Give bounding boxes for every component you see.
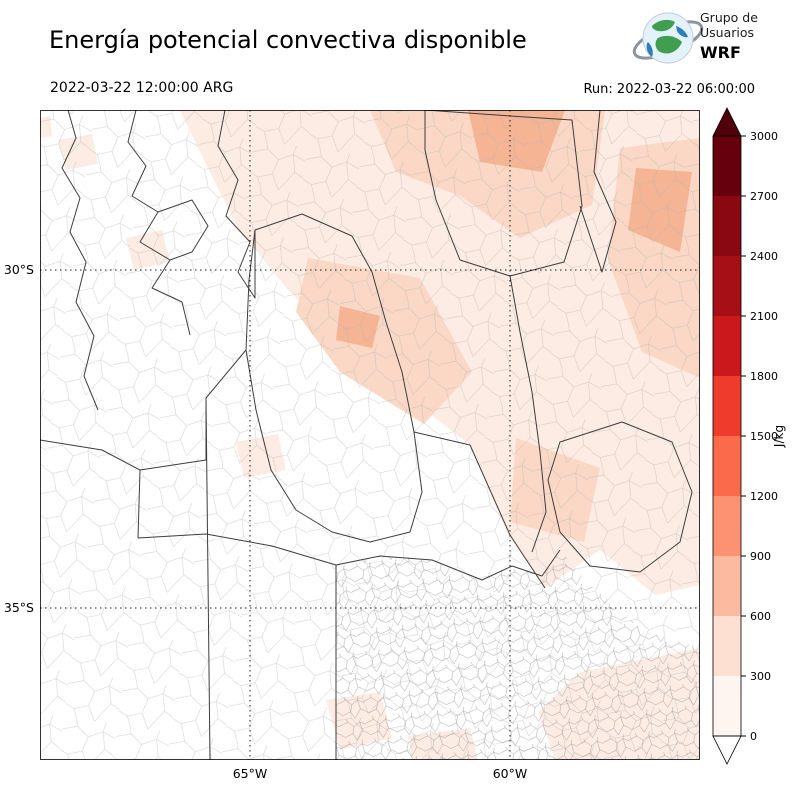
page-title: Energía potencial convectiva disponible: [49, 26, 527, 54]
colorbar-seg-6: [713, 316, 741, 376]
colorbar-tick-labels: 0 300 600 900 1200 1500 1800 2100 2400 2…: [750, 130, 778, 743]
colorbar-tick-label: 2100: [750, 310, 778, 323]
colorbar-tick-label: 600: [750, 610, 771, 623]
colorbar-seg-0: [713, 676, 741, 736]
colorbar-tick-label: 1800: [750, 370, 778, 383]
colorbar-seg-2: [713, 556, 741, 616]
colorbar-under-arrow: [712, 735, 742, 765]
colorbar-over-arrow: [712, 107, 742, 137]
colorbar-ticks: [741, 135, 746, 737]
colorbar-seg-9: [713, 136, 741, 196]
colorbar-tick-label: 0: [750, 730, 757, 743]
gridlines-layer: [40, 110, 700, 760]
colorbar-seg-7: [713, 256, 741, 316]
colorbar-tick-label: 300: [750, 670, 771, 683]
map-area: [40, 110, 700, 760]
model-run-label: Run: 2022-03-22 06:00:00: [583, 82, 755, 97]
colorbar-seg-4: [713, 436, 741, 496]
valid-time-label: 2022-03-22 12:00:00 ARG: [50, 80, 234, 96]
logo-text-line2: Usuarios: [700, 25, 754, 40]
colorbar-seg-5: [713, 376, 741, 436]
colorbar-svg: 0 300 600 900 1200 1500 1800 2100 2400 2…: [712, 107, 786, 765]
colorbar-tick-label: 1200: [750, 490, 778, 503]
cape-map-svg: [40, 110, 700, 760]
department-borders-layer: [40, 110, 700, 760]
colorbar: 0 300 600 900 1200 1500 1800 2100 2400 2…: [703, 100, 798, 784]
colorbar-unit-label: J/kg: [772, 425, 786, 448]
colorbar-tick-label: 2400: [750, 250, 778, 263]
map-frame: [40, 110, 700, 760]
colorbar-seg-3: [713, 496, 741, 556]
colorbar-tick-label: 1500: [750, 430, 778, 443]
colorbar-tick-label: 3000: [750, 130, 778, 143]
colorbar-seg-1: [713, 616, 741, 676]
colorbar-seg-8: [713, 196, 741, 256]
colorbar-tick-label: 900: [750, 550, 771, 563]
ytick-35s: 35°S: [3, 600, 34, 615]
wrf-logo: Grupo de Usuarios WRF: [628, 4, 798, 76]
xtick-65w: 65°W: [232, 766, 268, 781]
logo-text-wrf: WRF: [700, 43, 741, 62]
ytick-30s: 30°S: [3, 262, 34, 277]
logo-text-line1: Grupo de: [700, 10, 758, 25]
province-borders-layer: [40, 110, 693, 760]
xtick-60w: 60°W: [492, 766, 528, 781]
globe-icon: Grupo de Usuarios WRF: [632, 10, 758, 64]
colorbar-tick-label: 2700: [750, 190, 778, 203]
